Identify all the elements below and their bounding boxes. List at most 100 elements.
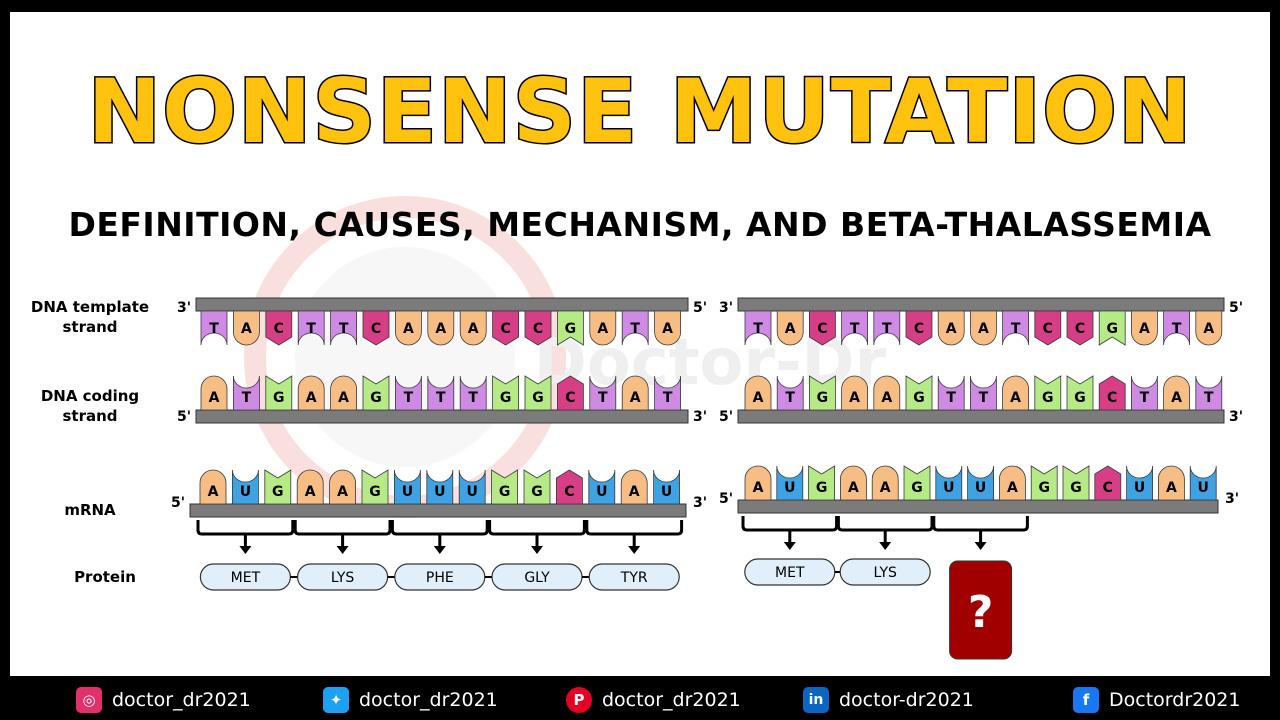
- nucleotide-a: [329, 469, 356, 505]
- nucleotide-a: [459, 310, 487, 346]
- mutation-diagram: DNA template strand DNA coding strand mRNA Pr…: [31, 297, 1243, 660]
- base-letter: G: [369, 484, 381, 500]
- nucleotide-t: [200, 310, 228, 346]
- base-letter: G: [911, 480, 923, 496]
- codon-arrowhead: [433, 546, 446, 554]
- base-letter: A: [881, 390, 892, 406]
- social-handle: doctor_dr2021: [602, 689, 741, 711]
- base-letter: G: [500, 390, 512, 406]
- nucleotide-u: [935, 465, 963, 501]
- nucleotide-a: [199, 469, 227, 505]
- codon-arrowhead: [239, 546, 252, 554]
- nucleotide-g: [557, 310, 584, 346]
- base-letter: T: [979, 390, 989, 406]
- label-mrna: mRNA: [64, 501, 116, 519]
- social-link-linkedin[interactable]: in doctor-dr2021: [803, 686, 974, 714]
- nucleotide-g: [361, 469, 389, 505]
- strand-end-label: 3': [1225, 491, 1239, 507]
- nucleotide-c: [905, 310, 933, 346]
- nucleotide-a: [1131, 310, 1158, 346]
- base-letter: A: [849, 390, 860, 406]
- base-letter: U: [943, 480, 954, 496]
- strand-end-label: 3': [719, 300, 733, 316]
- social-link-instagram[interactable]: ◎ doctor_dr2021: [76, 686, 251, 714]
- social-handle: doctor-dr2021: [839, 689, 974, 711]
- nucleotide-u: [967, 465, 994, 501]
- base-letter: T: [209, 321, 219, 337]
- base-letter: A: [1010, 390, 1021, 406]
- base-letter: A: [1171, 390, 1182, 406]
- social-link-twitter[interactable]: ✦ doctor_dr2021: [323, 686, 498, 714]
- codon-arrowhead: [531, 546, 543, 554]
- nucleotide-g: [903, 465, 931, 501]
- amino-acid-label: LYS: [331, 570, 354, 586]
- nucleotide-u: [588, 469, 616, 505]
- base-letter: A: [208, 484, 219, 500]
- base-letter: T: [339, 321, 349, 337]
- base-letter: T: [1140, 390, 1150, 406]
- codon-bracket: [585, 520, 684, 536]
- nucleotide-c: [1034, 310, 1062, 346]
- base-letter: A: [1203, 321, 1214, 337]
- social-handle: doctor_dr2021: [359, 689, 498, 711]
- codon-bracket: [932, 516, 1029, 532]
- nucleotide-a: [871, 465, 899, 501]
- base-letter: A: [629, 484, 640, 500]
- label-coding-line1: DNA coding: [41, 387, 139, 405]
- base-letter: G: [532, 390, 544, 406]
- base-letter: A: [880, 480, 891, 496]
- amino-acid-label: LYS: [874, 565, 897, 581]
- base-letter: U: [975, 480, 986, 496]
- base-letter: U: [402, 484, 413, 500]
- nucleotide-g: [362, 375, 390, 411]
- unknown-protein-symbol: ?: [968, 587, 994, 638]
- nucleotide-t: [937, 375, 965, 411]
- nucleotide-a: [841, 375, 868, 411]
- base-letter: T: [1172, 321, 1182, 337]
- base-letter: G: [1106, 321, 1118, 337]
- amino-acid-label: TYR: [620, 570, 648, 586]
- nucleotide-a: [1195, 310, 1223, 346]
- nucleotide-a: [970, 310, 997, 346]
- base-letter: G: [565, 321, 577, 337]
- codon-bracket: [836, 516, 934, 532]
- base-letter: G: [1074, 390, 1086, 406]
- nucleotide-g: [523, 469, 551, 505]
- base-letter: A: [630, 390, 641, 406]
- base-letter: C: [1043, 321, 1053, 337]
- nucleotide-a: [297, 375, 325, 411]
- base-letter: G: [273, 390, 285, 406]
- instagram-icon: ◎: [76, 687, 102, 713]
- base-letter: U: [467, 484, 478, 500]
- nucleotide-g: [1062, 465, 1090, 501]
- nucleotide-a: [744, 375, 772, 411]
- nucleotide-a: [620, 469, 648, 505]
- social-link-pinterest[interactable]: P doctor_dr2021: [566, 686, 741, 714]
- nucleotide-a: [840, 465, 867, 501]
- strand-end-label: 3': [177, 300, 191, 316]
- base-letter: A: [1007, 480, 1018, 496]
- label-template-line2: strand: [62, 318, 117, 336]
- base-letter: T: [1011, 321, 1021, 337]
- nucleotide-c: [557, 375, 584, 411]
- social-footer: ◎ doctor_dr2021 ✦ doctor_dr2021 P doctor…: [0, 680, 1280, 720]
- amino-acid-label: PHE: [426, 570, 454, 586]
- nucleotide-t: [621, 310, 649, 346]
- base-letter: A: [209, 390, 220, 406]
- nucleotide-t: [233, 375, 260, 411]
- codon-arrowhead: [783, 542, 796, 550]
- social-link-facebook[interactable]: f Doctordr2021: [1073, 686, 1240, 714]
- base-letter: U: [1198, 480, 1209, 496]
- nucleotide-u: [1126, 465, 1153, 501]
- nucleotide-c: [265, 310, 293, 346]
- nucleotide-c: [492, 310, 519, 346]
- strand-end-label: 5': [719, 409, 733, 425]
- base-letter: A: [848, 480, 859, 496]
- base-letter: U: [434, 484, 445, 500]
- strand-end-label: 5': [171, 495, 185, 511]
- nucleotide-g: [808, 465, 835, 501]
- nucleotide-t: [744, 310, 772, 346]
- base-letter: T: [404, 390, 414, 406]
- nucleotide-a: [654, 310, 681, 346]
